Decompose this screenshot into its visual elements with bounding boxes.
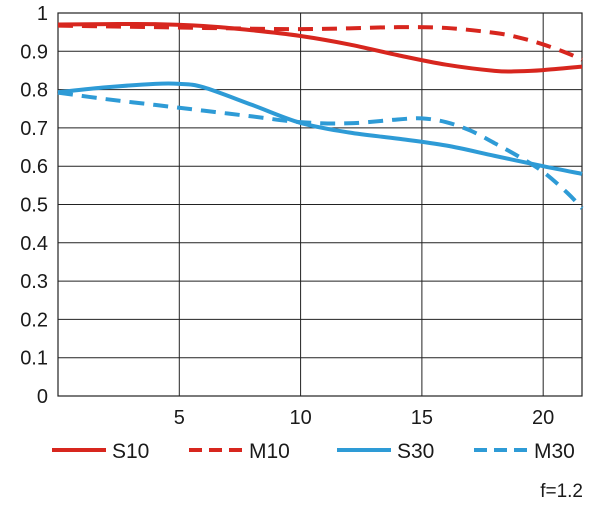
x-tick-label: 5 [174, 407, 185, 429]
y-tick-label: 0.5 [20, 195, 48, 217]
y-tick-label: 0.8 [20, 80, 48, 102]
series-line-s30 [57, 81, 583, 176]
legend: S10 M10 S30 M30 [52, 440, 575, 463]
plot-frame [57, 12, 583, 397]
y-axis-tick-labels: 0 0.1 0.2 0.3 0.4 0.5 0.6 0.7 0.8 0.9 1 [20, 3, 48, 408]
y-tick-label: 0.3 [20, 271, 48, 293]
series-lines [57, 21, 584, 210]
legend-label-s10: S10 [112, 440, 149, 463]
x-axis-tick-labels: 5 10 15 20 [174, 407, 555, 429]
y-tick-label: 0.7 [20, 118, 48, 140]
x-tick-label: 10 [289, 407, 311, 429]
x-tick-label: 20 [532, 407, 554, 429]
y-tick-label: 0.4 [20, 233, 48, 255]
aperture-note: f=1.2 [540, 481, 583, 502]
legend-label-m10: M10 [249, 440, 290, 463]
y-tick-label: 0.6 [20, 156, 48, 178]
y-tick-label: 0.2 [20, 309, 48, 331]
series-line-m30 [57, 90, 584, 210]
y-tick-label: 0.9 [20, 41, 48, 63]
legend-label-s30: S30 [397, 440, 434, 463]
grid [58, 13, 582, 396]
series-line-m10 [57, 23, 583, 62]
y-tick-label: 0 [37, 386, 48, 408]
y-tick-label: 0.1 [20, 348, 48, 370]
x-tick-label: 15 [411, 407, 433, 429]
y-tick-label: 1 [37, 3, 48, 25]
series-line-s10 [57, 21, 583, 74]
legend-label-m30: M30 [534, 440, 575, 463]
plot-area-border [57, 12, 583, 397]
